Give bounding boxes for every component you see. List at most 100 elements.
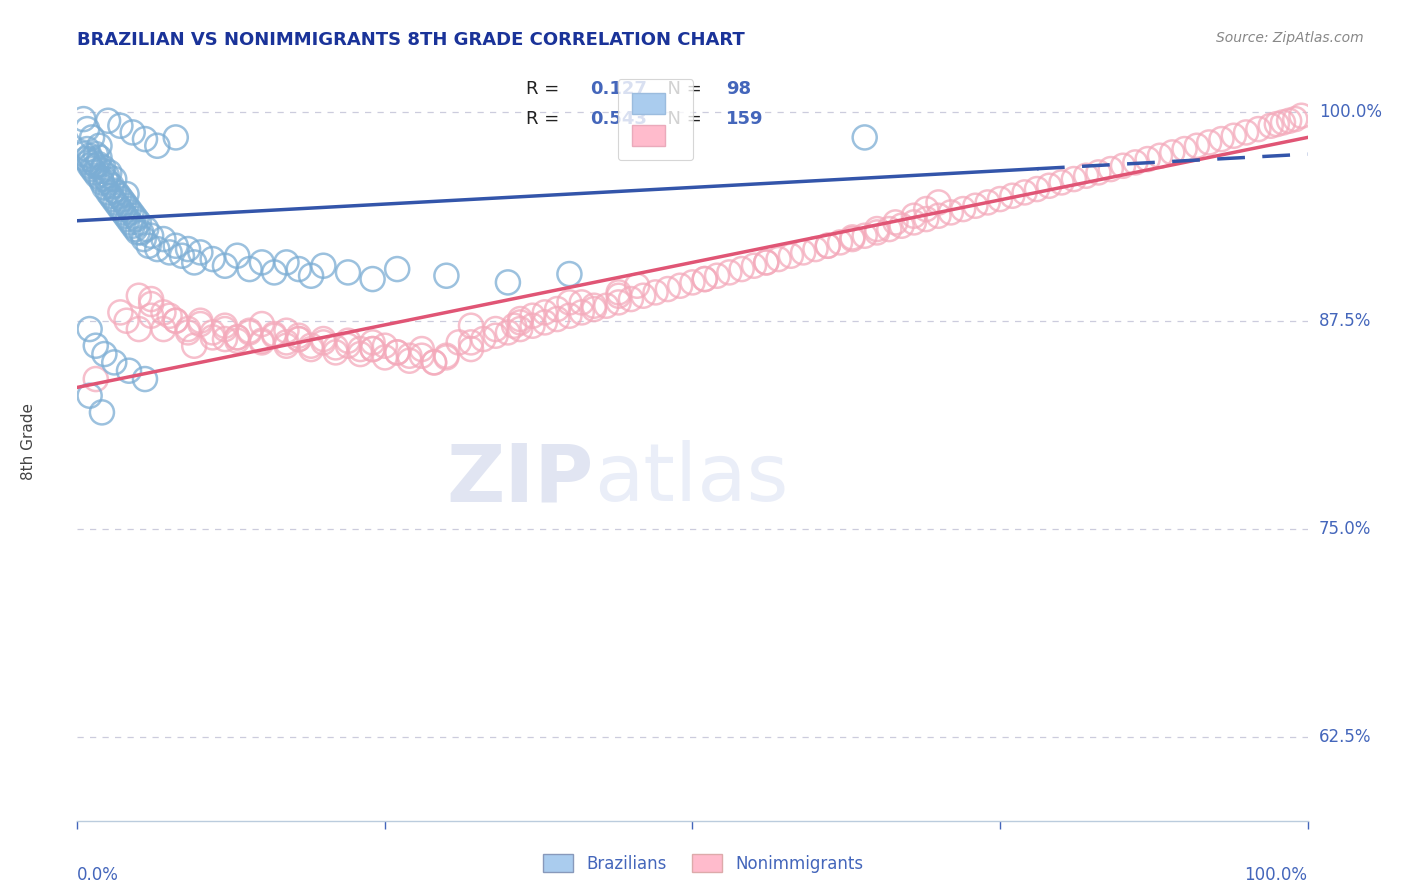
Point [903, 209, 925, 223]
Point [226, 330, 249, 344]
Point [884, 215, 907, 229]
Point [97, 176, 120, 190]
Point [1278, 113, 1301, 128]
Point [682, 276, 704, 290]
Point [226, 334, 249, 348]
Point [965, 199, 987, 213]
Point [1112, 159, 1135, 173]
Text: ZIP: ZIP [447, 441, 595, 518]
Text: 62.5%: 62.5% [1319, 729, 1371, 747]
Point [718, 265, 741, 279]
Text: 87.5%: 87.5% [1319, 311, 1371, 330]
Point [299, 342, 322, 356]
Point [1076, 169, 1098, 183]
Point [657, 282, 679, 296]
Point [411, 342, 433, 356]
Text: 98: 98 [725, 80, 751, 98]
Point [804, 242, 827, 256]
Point [312, 332, 335, 346]
Point [105, 186, 128, 200]
Point [1265, 117, 1288, 131]
Text: 0.543: 0.543 [591, 111, 647, 128]
Point [141, 297, 163, 311]
Point [903, 215, 925, 229]
Text: 75.0%: 75.0% [1319, 520, 1371, 538]
Point [201, 326, 224, 340]
Point [503, 318, 526, 333]
Point [1234, 125, 1257, 139]
Point [128, 289, 150, 303]
Point [75, 152, 97, 166]
Point [177, 242, 200, 256]
Point [214, 259, 236, 273]
Point [583, 299, 606, 313]
Point [607, 295, 630, 310]
Point [110, 305, 132, 319]
Point [82, 155, 104, 169]
Point [90, 176, 114, 190]
Text: N =: N = [655, 80, 707, 98]
Point [188, 314, 212, 328]
Point [1050, 176, 1073, 190]
Text: 100.0%: 100.0% [1244, 866, 1308, 884]
Point [928, 195, 950, 210]
Point [100, 188, 122, 202]
Point [165, 130, 187, 145]
Point [1211, 132, 1233, 146]
Point [398, 353, 420, 368]
Point [141, 228, 163, 243]
Point [152, 322, 174, 336]
Point [361, 335, 384, 350]
Text: N =: N = [655, 111, 707, 128]
Point [250, 317, 273, 331]
Point [121, 219, 143, 233]
Point [1014, 186, 1036, 200]
Point [866, 226, 889, 240]
Legend: , : , [617, 79, 693, 161]
Point [571, 305, 593, 319]
Point [276, 335, 298, 350]
Point [165, 314, 187, 328]
Point [1125, 155, 1147, 169]
Point [183, 255, 205, 269]
Point [853, 130, 876, 145]
Point [534, 315, 557, 329]
Point [112, 195, 135, 210]
Point [239, 324, 262, 338]
Point [460, 335, 482, 350]
Point [87, 157, 110, 171]
Point [83, 165, 105, 179]
Point [1198, 136, 1220, 150]
Point [177, 322, 200, 336]
Point [312, 335, 335, 350]
Point [496, 276, 519, 290]
Point [141, 292, 163, 306]
Point [509, 312, 531, 326]
Point [288, 332, 311, 346]
Point [118, 364, 141, 378]
Point [263, 265, 285, 279]
Point [110, 119, 132, 133]
Point [127, 226, 149, 240]
Point [312, 259, 335, 273]
Point [89, 138, 111, 153]
Point [361, 272, 384, 286]
Point [620, 292, 643, 306]
Point [76, 142, 98, 156]
Point [111, 205, 134, 219]
Point [79, 149, 101, 163]
Point [1291, 109, 1313, 123]
Point [288, 332, 311, 346]
Point [1185, 138, 1208, 153]
Point [115, 314, 138, 328]
Point [84, 159, 107, 173]
Point [939, 205, 962, 219]
Point [509, 322, 531, 336]
Point [115, 199, 138, 213]
Point [607, 285, 630, 300]
Point [534, 305, 557, 319]
Point [165, 314, 187, 328]
Point [76, 122, 98, 136]
Point [349, 347, 371, 361]
Text: R =: R = [526, 111, 565, 128]
